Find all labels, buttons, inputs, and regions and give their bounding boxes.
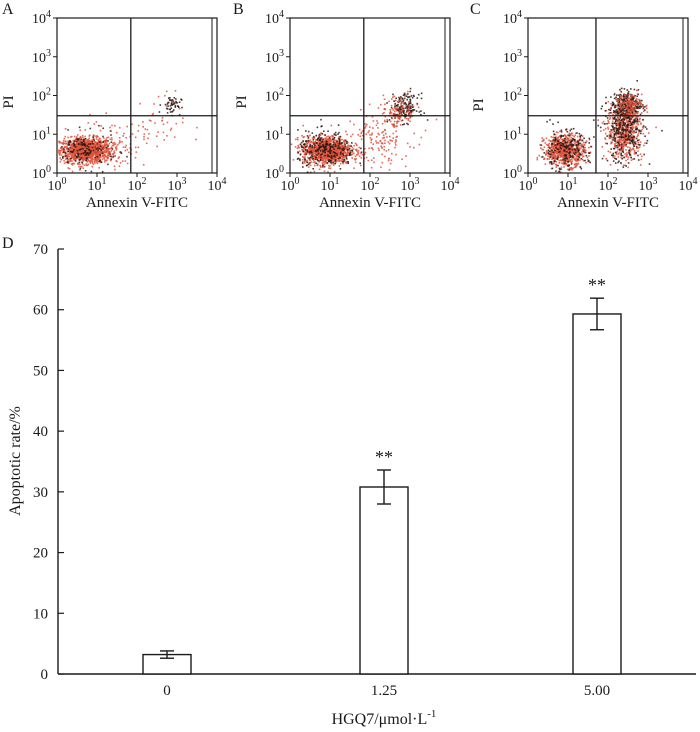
panel-label: D: [2, 235, 14, 252]
y-tick-label: 104: [503, 9, 522, 27]
x-tick-label: 103: [639, 176, 658, 194]
y-tick-label: 100: [265, 164, 284, 182]
y-tick-label: 103: [32, 48, 51, 66]
x-axis-title: Annexin V-FITC: [86, 195, 188, 211]
x-tick-label: 104: [441, 176, 460, 194]
y-axis-title: PI: [1, 95, 17, 108]
panel-label: A: [2, 1, 14, 18]
y-tick-label: 20: [33, 546, 48, 562]
x-axis-title: HGQ7/μmol·L-1: [332, 708, 437, 728]
scatter-points: [58, 90, 198, 173]
y-tick-label: 100: [503, 164, 522, 182]
bar-5.00: [572, 313, 622, 675]
y-tick-label: 103: [503, 48, 522, 66]
y-tick-label: 40: [33, 424, 48, 440]
x-tick-label: 1.25: [371, 683, 397, 699]
panel-label: C: [470, 1, 481, 18]
y-tick-label: 30: [33, 485, 48, 501]
x-tick-label: 101: [321, 176, 340, 194]
y-tick-label: 102: [32, 87, 51, 105]
y-tick-label: 10: [33, 606, 48, 622]
y-tick-label: 101: [32, 125, 51, 143]
y-tick-label: 50: [33, 363, 48, 379]
y-tick-label: 102: [503, 87, 522, 105]
flow-panel-c: C 100 101 102 103 104 100 101 102 103 104 Annexin V…: [470, 1, 698, 211]
bar-1.25: [359, 486, 409, 675]
flow-panel-b: B 100 101 102 103 104 100 101 102 103 104 Annexin V…: [233, 1, 460, 211]
scatter-points: [536, 80, 663, 173]
x-tick-label: 100: [281, 176, 300, 194]
y-tick-label: 60: [33, 303, 48, 319]
x-tick-label: 100: [519, 176, 538, 194]
x-tick-label: 104: [208, 176, 227, 194]
y-tick-label: 104: [32, 9, 51, 27]
x-tick-label: 100: [48, 176, 67, 194]
flow-panel-a: A 100 101 102 103 104 100 101 102 103 104 Annexin V…: [1, 1, 227, 211]
bar-chart-d: D 0 10 20 30 40 50 60 70 0 1.25 ** 5.00 ** HGQ7/μmol·L…: [2, 235, 696, 728]
x-tick-label: 101: [559, 176, 578, 194]
y-tick-label: 0: [41, 667, 49, 683]
y-tick-label: 104: [265, 9, 284, 27]
x-axis-title: Annexin V-FITC: [557, 195, 659, 211]
y-tick-label: 101: [503, 125, 522, 143]
x-tick-label: 104: [679, 176, 698, 194]
x-tick-label: 101: [88, 176, 107, 194]
x-tick-label: 103: [168, 176, 187, 194]
x-axis-title: Annexin V-FITC: [319, 195, 421, 211]
significance-marker: **: [588, 275, 606, 295]
y-axis-title: PI: [234, 95, 250, 108]
x-tick-label: 103: [401, 176, 420, 194]
x-tick-label: 5.00: [584, 683, 610, 699]
y-axis-title: Apoptotic rate/%: [7, 406, 24, 516]
x-tick-label: 102: [599, 176, 618, 194]
scatter-points: [290, 87, 438, 174]
y-tick-label: 101: [265, 125, 284, 143]
y-tick-label: 100: [32, 164, 51, 182]
y-tick-label: 70: [33, 242, 48, 258]
x-tick-label: 102: [128, 176, 147, 194]
y-tick-label: 102: [265, 87, 284, 105]
y-tick-label: 103: [265, 48, 284, 66]
significance-marker: **: [375, 447, 393, 467]
x-tick-label: 102: [361, 176, 380, 194]
panel-label: B: [233, 1, 244, 18]
x-tick-label: 0: [163, 683, 171, 699]
y-axis-title: PI: [471, 98, 487, 111]
